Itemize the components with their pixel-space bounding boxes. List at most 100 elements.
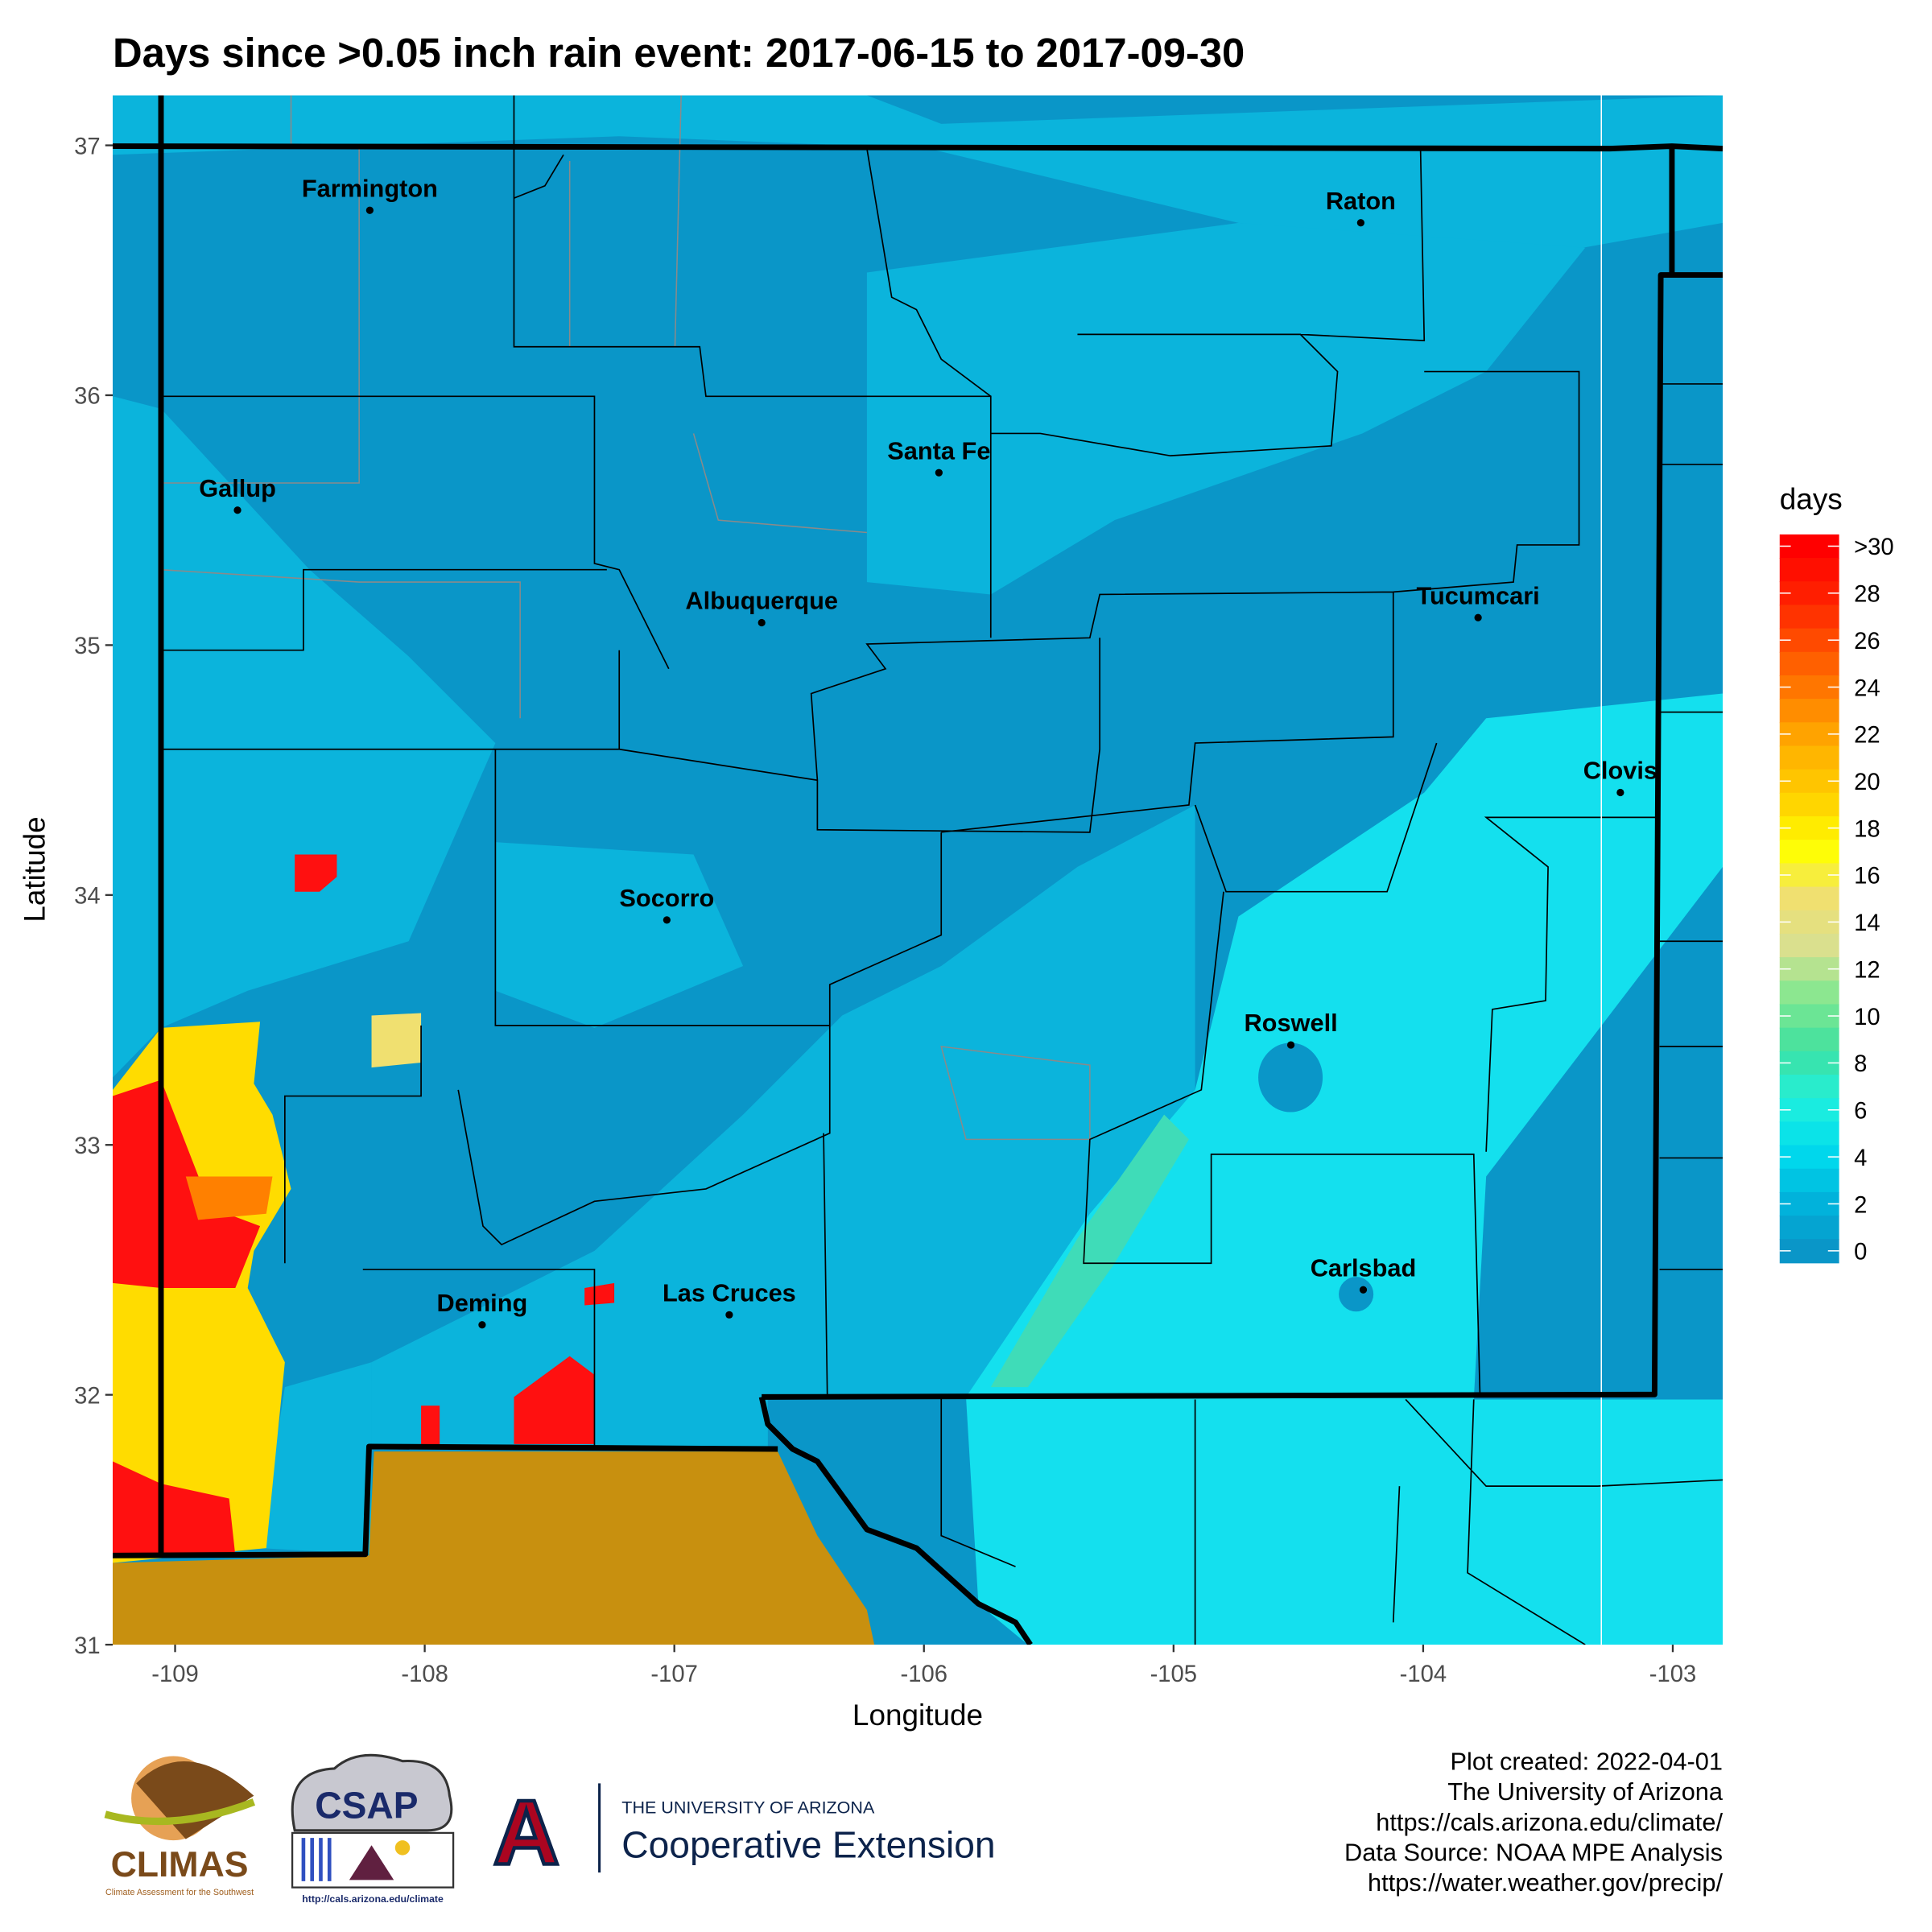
legend-swatch xyxy=(1779,745,1839,770)
legend-label: >30 xyxy=(1854,535,1894,560)
raster-zone xyxy=(990,1114,1189,1388)
legend-label: 20 xyxy=(1854,770,1880,795)
csap-url: http://cals.arizona.edu/climate xyxy=(302,1893,444,1905)
raster-zone xyxy=(185,1176,273,1220)
city-label: Roswell xyxy=(1244,1009,1337,1037)
y-tick-label: 34 xyxy=(74,884,101,910)
x-tick-label: -105 xyxy=(1150,1662,1197,1687)
raster-zone xyxy=(584,1282,615,1306)
city-dot xyxy=(478,1321,486,1329)
city-dot xyxy=(725,1311,733,1319)
climas-logo: CLIMAS Climate Assessment for the Southw… xyxy=(104,1756,256,1897)
city-dot xyxy=(1286,1041,1295,1049)
raster-zone xyxy=(1258,1042,1323,1113)
legend-label: 0 xyxy=(1854,1240,1867,1265)
legend-swatch xyxy=(1779,605,1839,630)
city-label: Socorro xyxy=(619,884,714,912)
city-dot xyxy=(365,206,374,214)
city-dot xyxy=(1356,219,1365,227)
footer-line: Plot created: 2022-04-01 xyxy=(1451,1747,1723,1775)
legend-label: 8 xyxy=(1854,1051,1867,1077)
footer-line: Data Source: NOAA MPE Analysis xyxy=(1344,1839,1723,1867)
legend-label: 22 xyxy=(1854,723,1880,749)
legend-title: days xyxy=(1780,482,1843,515)
city-label: Deming xyxy=(437,1289,528,1317)
csap-mountain xyxy=(349,1845,394,1880)
x-tick-label: -109 xyxy=(151,1662,198,1687)
legend-label: 6 xyxy=(1854,1099,1867,1125)
legend-swatch xyxy=(1779,558,1839,583)
legend-label: 16 xyxy=(1854,864,1880,890)
csap-logo: CSAP http://cals.arizona.edu/climate xyxy=(291,1753,455,1905)
legend-label: 26 xyxy=(1854,629,1880,654)
city-dot xyxy=(758,618,766,627)
csap-cloud xyxy=(291,1753,453,1832)
raster-zone xyxy=(966,693,1723,1645)
legend-swatch xyxy=(1779,886,1839,911)
city-label: Gallup xyxy=(199,474,276,502)
csap-name: CSAP xyxy=(315,1784,418,1826)
city-label: Clovis xyxy=(1583,757,1657,785)
ua-letter: A xyxy=(493,1781,559,1884)
legend-swatch xyxy=(1779,651,1839,676)
legend-swatch xyxy=(1779,699,1839,724)
map-title: Days since >0.05 inch rain event: 2017-0… xyxy=(113,30,1245,76)
legend-label: 28 xyxy=(1854,582,1880,608)
climas-emblem xyxy=(104,1798,256,1826)
raster-zone xyxy=(113,396,496,1078)
legend-label: 2 xyxy=(1854,1192,1867,1218)
raster-zone xyxy=(514,1356,595,1444)
csap-rain xyxy=(301,1838,332,1881)
x-tick-label: -108 xyxy=(401,1662,448,1687)
x-tick-label: -103 xyxy=(1649,1662,1696,1687)
legend-label: 4 xyxy=(1854,1146,1867,1171)
csap-sun xyxy=(394,1840,411,1856)
legend-label: 18 xyxy=(1854,816,1880,842)
y-axis-title: Latitude xyxy=(18,816,51,922)
footer-line: https://cals.arizona.edu/climate/ xyxy=(1376,1808,1723,1836)
legend-swatch xyxy=(1779,1121,1839,1146)
y-tick-label: 36 xyxy=(74,384,101,410)
raster xyxy=(113,95,1723,1645)
ua-extension: Cooperative Extension xyxy=(621,1824,995,1866)
axes: -109 -108 -107 -106 -105 -104 -103 31 32 33 34 35 36… xyxy=(74,134,1696,1687)
x-tick-label: -104 xyxy=(1400,1662,1447,1687)
legend-swatch xyxy=(1779,792,1839,817)
climas-emblem xyxy=(136,1761,254,1839)
climas-subtitle: Climate Assessment for the Southwest xyxy=(105,1888,254,1897)
mexico-mask xyxy=(113,1451,875,1645)
city-label: Las Cruces xyxy=(663,1278,796,1307)
legend-swatch xyxy=(1779,1075,1839,1100)
city-label: Santa Fe xyxy=(887,436,990,464)
raster-zone xyxy=(866,222,1586,595)
y-tick-label: 35 xyxy=(74,634,101,659)
city-label: Carlsbad xyxy=(1311,1253,1417,1282)
raster-zone xyxy=(421,1406,440,1447)
city-label: Raton xyxy=(1326,187,1396,215)
state-borders xyxy=(113,95,1723,1645)
raster-zone xyxy=(1339,1277,1374,1312)
city-dot xyxy=(1616,788,1624,797)
city-dot xyxy=(1359,1286,1368,1294)
ua-logo: A THE UNIVERSITY OF ARIZONA Cooperative … xyxy=(491,1780,995,1886)
legend-label: 12 xyxy=(1854,957,1880,983)
city-dot xyxy=(663,916,671,924)
ua-university: THE UNIVERSITY OF ARIZONA xyxy=(621,1798,875,1817)
y-tick-label: 37 xyxy=(74,134,101,159)
legend-swatch xyxy=(1779,1168,1839,1193)
city-label: Tucumcari xyxy=(1417,581,1540,609)
climas-name: CLIMAS xyxy=(111,1845,249,1885)
legend-label: 10 xyxy=(1854,1005,1880,1030)
x-tick-label: -106 xyxy=(901,1662,947,1687)
city-dot xyxy=(935,469,943,477)
raster-zone xyxy=(113,95,1723,254)
raster-zone xyxy=(371,805,1195,1449)
x-axis-title: Longitude xyxy=(852,1699,983,1732)
legend-swatch xyxy=(1779,840,1839,865)
city-layer: Farmington Raton Santa Fe Gallup Albuquerque… xyxy=(199,174,1657,1329)
raster-zone xyxy=(113,1461,236,1558)
footer-line: The University of Arizona xyxy=(1447,1777,1724,1806)
